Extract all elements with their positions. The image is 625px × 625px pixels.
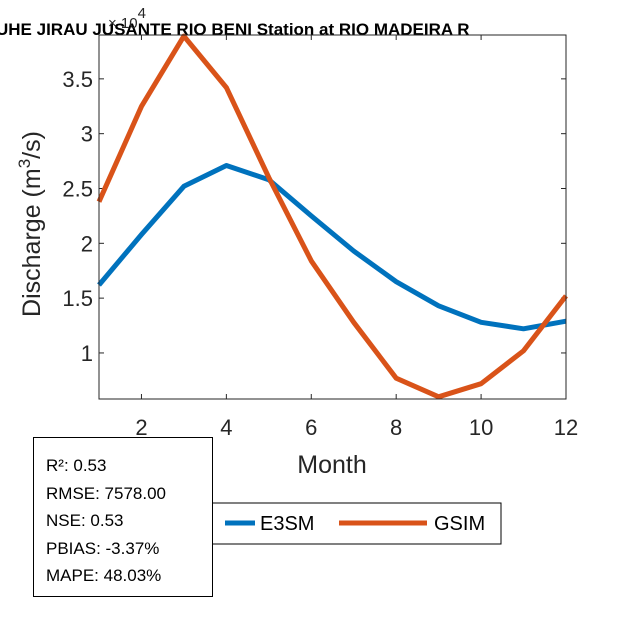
x-tick-label: 2 (135, 415, 147, 440)
legend-label-e3sm: E3SM (260, 513, 314, 535)
stat-pbias: PBIAS: -3.37% (46, 538, 160, 558)
x-tick-label: 6 (305, 415, 317, 440)
series-line-e3sm (97, 163, 567, 332)
y-tick-label: 3 (81, 122, 93, 147)
stat-r2: R²: 0.53 (46, 456, 107, 475)
series-lines (96, 33, 568, 400)
stats-box: R²: 0.53 RMSE: 7578.00 NSE: 0.53 PBIAS: … (33, 437, 213, 597)
y-exponent-label: × 104 (108, 5, 146, 32)
x-tick-label: 8 (390, 415, 402, 440)
series-line-gsim (96, 33, 568, 400)
y-tick-label: 3.5 (62, 67, 93, 92)
legend-label-gsim: GSIM (434, 513, 485, 535)
stat-nse: NSE: 0.53 (46, 511, 124, 531)
y-tick-label: 2.5 (62, 176, 93, 201)
stat-mape: MAPE: 48.03% (46, 566, 162, 586)
x-tick-label: 12 (554, 415, 578, 440)
y-axis-label: Discharge (m3/s) (15, 131, 46, 317)
axis-ticks (99, 35, 567, 399)
x-tick-label: 4 (220, 415, 232, 440)
y-tick-labels: 1 1.5 2 2.5 3 3.5 (62, 67, 93, 366)
stat-rmse: RMSE: 7578.00 (46, 483, 167, 503)
legend: E3SM GSIM (211, 502, 502, 545)
x-axis-label: Month (297, 451, 366, 479)
chart-title: UHE JIRAU JUSANTE RIO BENI Station at RI… (0, 20, 470, 39)
y-tick-label: 2 (81, 231, 93, 256)
x-tick-label: 10 (469, 415, 493, 440)
plot-area-border (98, 34, 567, 400)
y-tick-label: 1.5 (62, 286, 93, 311)
x-tick-labels: 2 4 6 8 10 12 (135, 415, 578, 440)
y-tick-label: 1 (81, 341, 93, 366)
